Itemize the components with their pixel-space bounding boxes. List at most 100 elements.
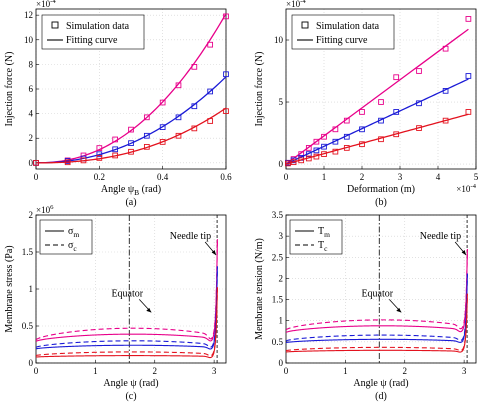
y-tick-label: 5 [279, 97, 284, 107]
data-point [442, 88, 449, 94]
x-tick-label: 0 [34, 172, 39, 182]
x-axis-label: Deformation (m) [347, 184, 415, 195]
legend-box [41, 14, 145, 50]
fit-curve [35, 76, 227, 164]
caption: (c) [125, 391, 136, 402]
solid-curve [36, 266, 218, 350]
legend-label: Tc [318, 240, 328, 253]
data-point [80, 157, 87, 164]
y-exponent-label: ×106 [36, 204, 54, 215]
equator-arrowhead [146, 307, 152, 313]
data-point [332, 138, 339, 145]
data-point [33, 159, 39, 166]
data-point [416, 125, 422, 131]
data-point [313, 147, 320, 154]
x-tick-label: 1 [93, 366, 98, 376]
legend-label: Fitting curve [316, 35, 368, 46]
y-axis-label: Injection force (N) [4, 52, 15, 127]
data-point [207, 118, 214, 124]
data-point [175, 82, 182, 89]
data-point [207, 88, 214, 95]
y-tick-label: 2.5 [272, 252, 284, 262]
legend-box [291, 14, 395, 50]
y-exponent-label: ×10-4 [286, 0, 306, 9]
data-point [159, 139, 166, 145]
data-point [313, 138, 320, 145]
solid-curve [286, 273, 468, 344]
y-exponent-label: ×10-4 [36, 0, 56, 9]
data-point [378, 117, 384, 124]
data-point [128, 126, 134, 133]
caption: (b) [375, 197, 387, 208]
data-point [359, 109, 365, 115]
data-point [343, 117, 350, 124]
data-point [321, 151, 327, 157]
equator-annotation: Equator [111, 288, 143, 299]
data-point [393, 74, 400, 81]
data-point [343, 133, 350, 140]
data-point [191, 103, 198, 110]
axes-box [285, 214, 477, 364]
y-tick-label: 1 [29, 284, 34, 294]
data-point [223, 13, 229, 20]
data-point [321, 143, 327, 150]
panel-b: 0 1 2 3 4 5 0 5 10 Deformation (m) Injection force… [254, 0, 479, 208]
y-axis-label: Membrane stress (Pa) [4, 245, 15, 332]
x-tick-label: 2 [153, 366, 158, 376]
y-tick-label: 8 [29, 59, 34, 69]
x-tick-label: 0 [34, 366, 39, 376]
dashed-curve [286, 294, 468, 352]
y-tick-label: 0 [279, 358, 284, 368]
data-point [128, 140, 134, 147]
legend-label: Fitting curve [66, 35, 118, 46]
dashed-curve [36, 288, 218, 357]
data-point [393, 109, 400, 115]
legend-box [39, 219, 93, 255]
dashed-curve [286, 250, 468, 331]
data-point [112, 152, 119, 159]
data-point [465, 73, 472, 79]
data-point [223, 71, 229, 78]
x-tick-label: 1 [343, 366, 348, 376]
data-point [96, 145, 103, 151]
data-point [159, 99, 166, 106]
y-tick-label: 2 [29, 210, 34, 220]
y-tick-label: 2 [279, 273, 284, 283]
x-tick-label: 1 [322, 172, 327, 182]
data-point [442, 117, 449, 124]
data-point [175, 132, 182, 139]
caption: (d) [375, 391, 387, 402]
legend-marker-square [51, 21, 59, 29]
data-point [313, 153, 320, 160]
dashed-curve [36, 240, 218, 341]
solid-curve [286, 293, 468, 353]
needle-annotation: Needle tip [420, 231, 461, 242]
data-point [290, 159, 297, 166]
y-tick-label: 0 [279, 159, 284, 169]
data-point [96, 155, 103, 161]
y-tick-label: 6 [29, 84, 34, 94]
y-tick-label: 4 [29, 109, 34, 119]
data-point [332, 126, 339, 133]
data-point [442, 45, 449, 52]
legend-label: σm [68, 226, 79, 239]
data-point [416, 68, 422, 74]
data-point [465, 109, 472, 115]
x-axis-label: Angle ψ (rad) [103, 378, 158, 389]
y-tick-label: 0.5 [22, 321, 34, 331]
y-tick-label: 2 [29, 133, 34, 143]
x-tick-label: 0 [284, 366, 289, 376]
x-tick-label: 0.2 [94, 172, 105, 182]
solid-curve [286, 248, 468, 334]
data-point [465, 16, 472, 22]
y-tick-label: 1.5 [272, 295, 284, 305]
caption: (a) [125, 197, 136, 208]
data-point [191, 125, 198, 132]
data-point [128, 148, 134, 155]
data-point [359, 126, 365, 133]
axes-box [285, 8, 477, 170]
x-tick-label: 5 [474, 172, 479, 182]
panel-a: 0 0.2 0.4 0.6 0 2 4 6 8 10 12 Angle ψB (rad) Injecti… [4, 0, 232, 208]
legend-box [289, 219, 343, 255]
